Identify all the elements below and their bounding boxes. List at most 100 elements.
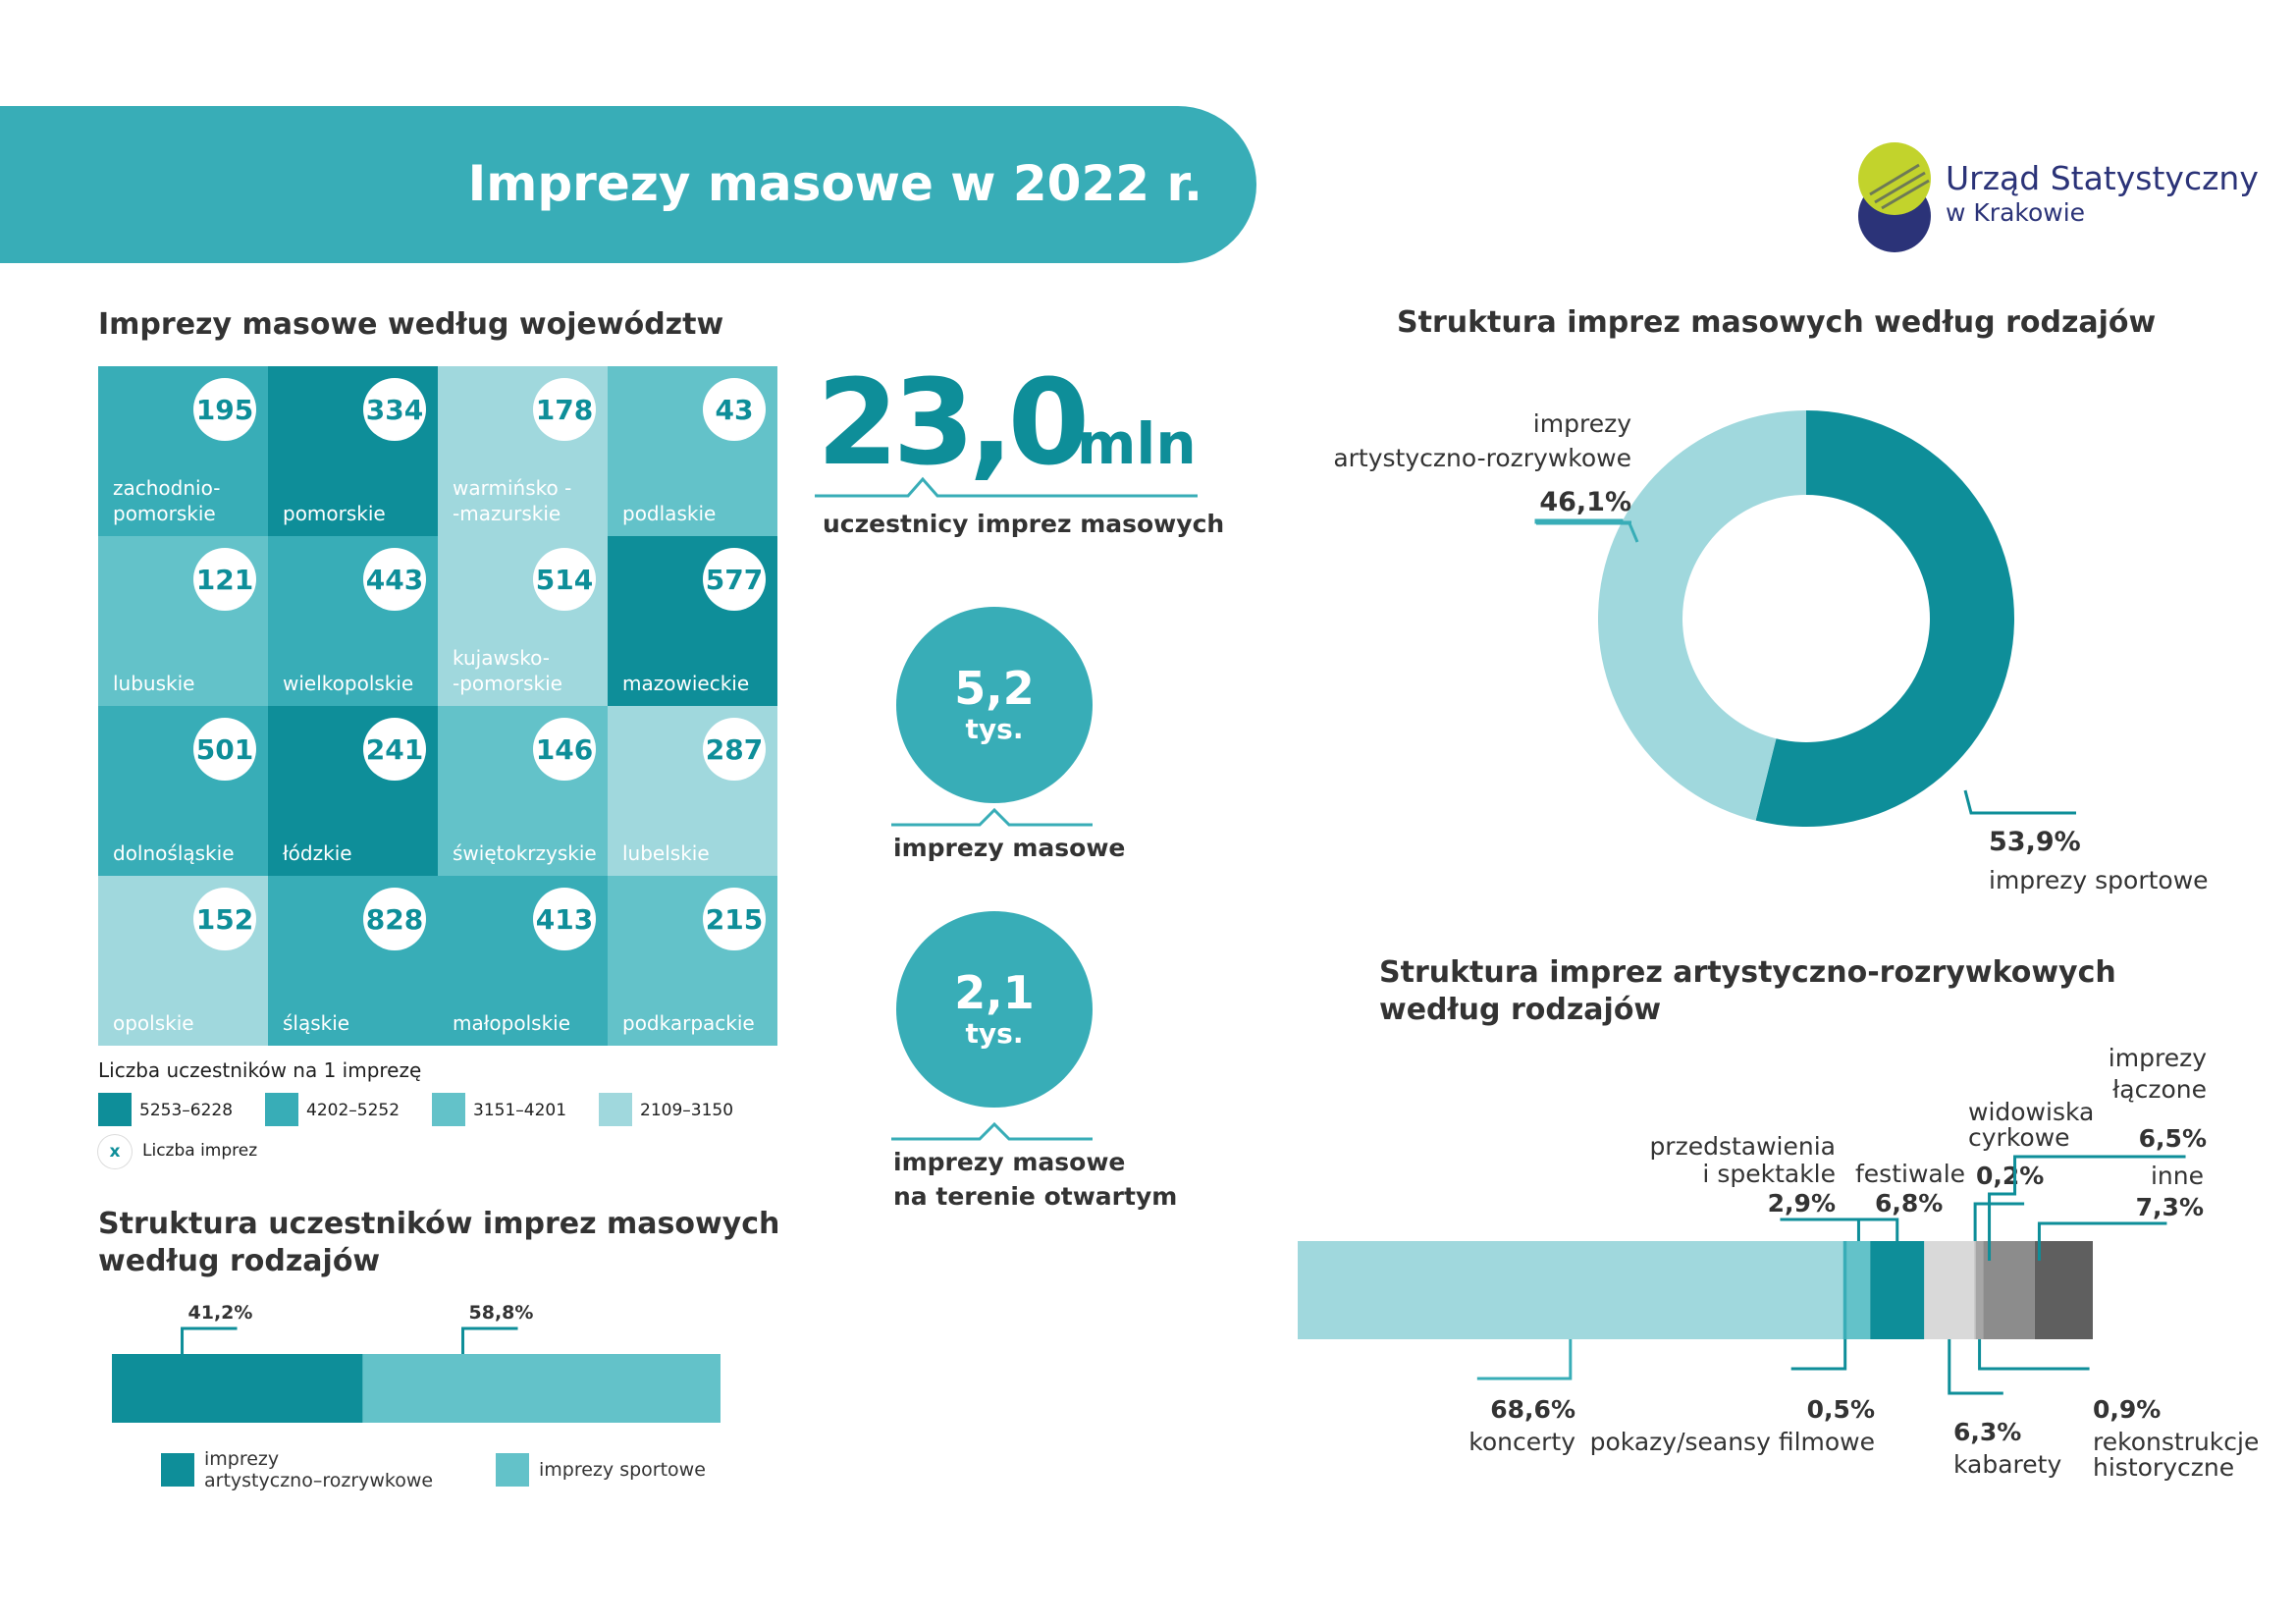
donut-chart: imprezy artystyczno-rozrywkowe 46,1% 53,9% i… [1333, 409, 2209, 894]
voivodeship-name: lubuskie [113, 672, 195, 695]
legend-marker: x [98, 1135, 132, 1168]
voivodeship-name: zachodnio- pomorskie [113, 476, 221, 525]
artistic-label: imprezy [2109, 1044, 2207, 1072]
voivodeship-cell: 121 lubuskie [98, 536, 268, 706]
donut-title: Struktura imprez masowych według rodzajó… [1397, 305, 2157, 340]
event-count-badge: 334 [363, 378, 426, 441]
voivodeship-cell: 215 podkarpackie [608, 876, 777, 1046]
open-events-underline [891, 1121, 1093, 1141]
donut-label: imprezy [1533, 409, 1631, 438]
legend-swatch [265, 1093, 298, 1126]
artistic-segment [1975, 1241, 1984, 1339]
voivodeship-name: pomorskie [283, 502, 386, 525]
voivodeship-name: małopolskie [453, 1011, 571, 1035]
open-events-circle: 2,1 tys. [896, 911, 1093, 1108]
artistic-label: kabarety [1953, 1450, 2061, 1479]
open-events-label: imprezy masowe na terenie otwartym [893, 1148, 1178, 1211]
artistic-label: cyrkowe [1968, 1123, 2070, 1152]
participants-structure-title: Struktura uczestników imprez masowych we… [98, 1207, 780, 1278]
artistic-label: historyczne [2093, 1453, 2234, 1482]
artistic-pct: 6,3% [1953, 1418, 2021, 1446]
artistic-label: widowiska [1968, 1098, 2094, 1126]
participants-legend-swatch [161, 1453, 194, 1487]
event-count-badge: 514 [533, 548, 596, 611]
artistic-leader [1948, 1339, 2003, 1395]
event-count-badge: 215 [703, 888, 766, 950]
artistic-label: festiwale [1855, 1160, 1965, 1188]
page-title: Imprezy masowe w 2022 r. [467, 155, 1202, 212]
artistic-pct: 0,5% [1807, 1395, 1875, 1424]
artistic-title: Struktura imprez artystyczno-rozrywkowyc… [1379, 955, 2116, 1027]
artistic-pct: 68,6% [1490, 1395, 1575, 1424]
title-banner: Imprezy masowe w 2022 r. [0, 106, 1256, 263]
artistic-pct: 7,3% [2136, 1193, 2204, 1221]
event-count-badge: 146 [533, 718, 596, 781]
donut-pct: 53,9% [1989, 827, 2081, 857]
artistic-segment [1983, 1241, 2035, 1339]
event-count-badge: 152 [193, 888, 256, 950]
legend: 5253–6228 4202–5252 3151–4201 2109–3150 [98, 1093, 785, 1132]
artistic-segment [1974, 1241, 1976, 1339]
event-count-badge: 43 [703, 378, 766, 441]
participants-leader [181, 1326, 238, 1354]
participants-legend-swatch [496, 1453, 529, 1487]
event-count-badge: 443 [363, 548, 426, 611]
donut-leader [1536, 521, 1639, 543]
open-events-value: 2,1 [954, 966, 1035, 1020]
donut-slice [1755, 410, 2014, 827]
voivodeship-name: warmińsko - -mazurskie [453, 476, 572, 525]
artistic-segment [2034, 1241, 2093, 1339]
artistic-pct: 2,9% [1768, 1189, 1836, 1218]
event-count-badge: 501 [193, 718, 256, 781]
event-count-badge: 178 [533, 378, 596, 441]
event-count-badge: 121 [193, 548, 256, 611]
voivodeship-cell: 501 dolnośląskie [98, 706, 268, 876]
voivodeship-name: podkarpackie [622, 1011, 755, 1035]
voivodeship-name: świętokrzyskie [453, 841, 597, 865]
event-count-badge: 287 [703, 718, 766, 781]
artistic-leader [1978, 1339, 2090, 1371]
participants-pct: 58,8% [469, 1302, 534, 1324]
artistic-structure-chart: 68,6% koncerty 0,5% pokazy/seansy filmowe pr… [1298, 1044, 2258, 1482]
artistic-segment [1842, 1241, 1847, 1339]
voivodeship-name: wielkopolskie [283, 672, 414, 695]
events-circle: 5,2 tys. [896, 607, 1093, 803]
voivodeship-name: śląskie [283, 1011, 350, 1035]
artistic-pct: 0,2% [1976, 1162, 2044, 1190]
voivodeship-cell: 241 łódzkie [268, 706, 438, 876]
events-label: imprezy masowe [893, 834, 1126, 862]
legend-swatch [599, 1093, 632, 1126]
event-count-badge: 577 [703, 548, 766, 611]
artistic-label: inne [2151, 1162, 2204, 1190]
logo-title: Urząd Statystyczny [1946, 159, 2259, 197]
voivodeship-name: łódzkie [283, 841, 352, 865]
event-count-badge: 828 [363, 888, 426, 950]
voivodeship-cell: 413 małopolskie [438, 876, 608, 1046]
artistic-label: pokazy/seansy filmowe [1590, 1428, 1875, 1456]
legend-title: Liczba uczestników na 1 imprezę [98, 1058, 422, 1082]
voivodeship-grid: 195 zachodnio- pomorskie 334 pomorskie 178 wa… [98, 366, 777, 1046]
artistic-leader [1780, 1218, 1860, 1241]
artistic-leader [1988, 1155, 2186, 1261]
voivodeships-title: Imprezy masowe według województw [98, 307, 724, 342]
donut-leader [1963, 789, 2076, 815]
voivodeship-cell: 334 pomorskie [268, 366, 438, 536]
participants-label: uczestnicy imprez masowych [823, 510, 1225, 538]
voivodeship-cell: 577 mazowieckie [608, 536, 777, 706]
artistic-segment [1298, 1241, 1843, 1339]
voivodeship-cell: 287 lubelskie [608, 706, 777, 876]
voivodeship-name: lubelskie [622, 841, 710, 865]
artistic-pct: 0,9% [2093, 1395, 2161, 1424]
logo-mark [1858, 142, 1931, 252]
participants-segment [112, 1354, 363, 1423]
artistic-leader [1790, 1339, 1847, 1371]
voivodeship-cell: 178 warmińsko - -mazurskie [438, 366, 608, 536]
artistic-leader [1842, 1218, 1899, 1241]
logo-subtitle: w Krakowie [1946, 198, 2086, 227]
voivodeship-name: podlaskie [622, 502, 717, 525]
donut-label: imprezy sportowe [1989, 866, 2209, 894]
artistic-label: koncerty [1468, 1428, 1575, 1456]
legend-range: 4202–5252 [306, 1101, 400, 1120]
artistic-leader [1973, 1202, 2025, 1241]
donut-slice [1598, 410, 1806, 821]
